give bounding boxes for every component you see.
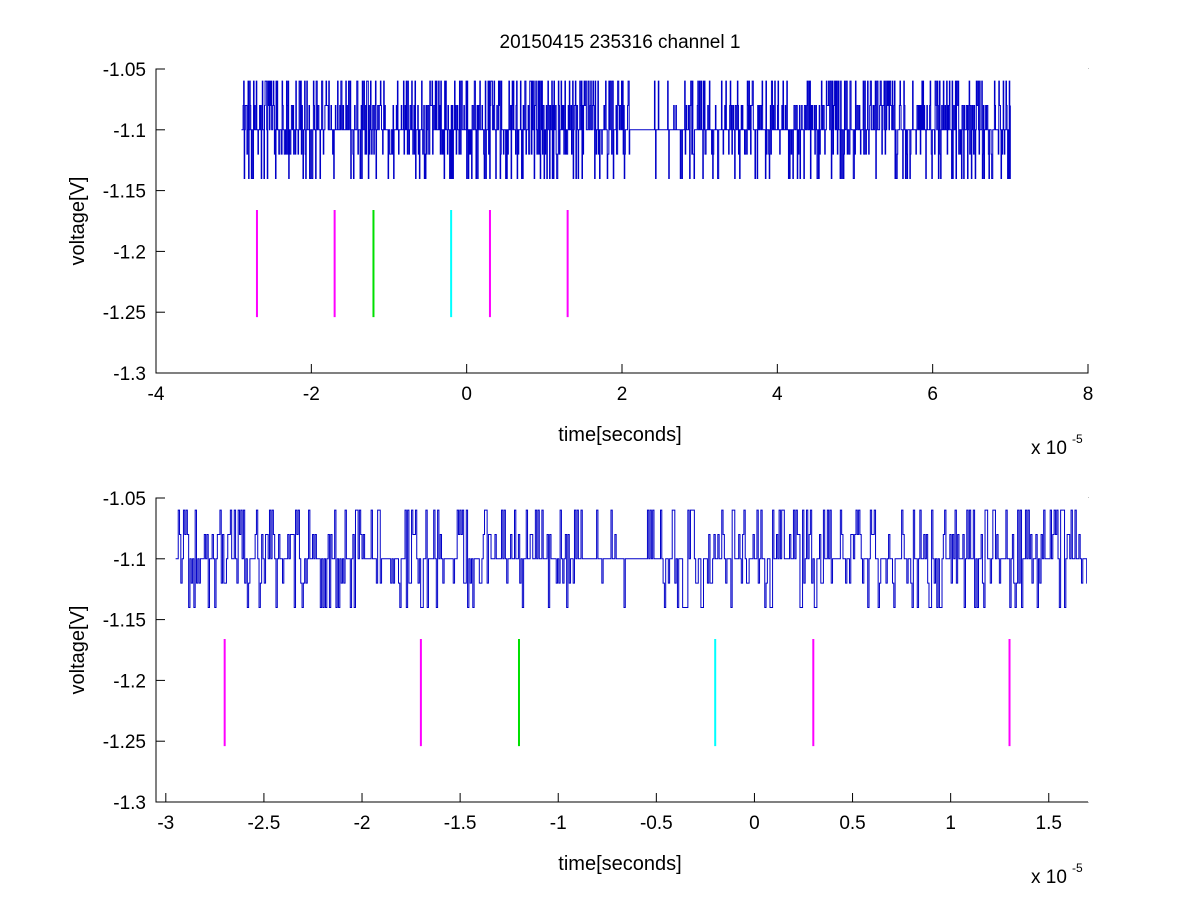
y-tick-label: -1.2: [113, 671, 146, 692]
y-axis-label: voltage[V]: [67, 606, 89, 695]
x-axis-label: time[seconds]: [558, 853, 681, 875]
top-axes: -4 -2 0 2 4 6 8 -1.05 -1.1 -1.15 -1.2 -1.25 -1.3 time…: [67, 60, 1093, 459]
x-tick-label: -2: [354, 813, 371, 834]
x-tick-label: -4: [148, 384, 165, 405]
x-tick-label: 8: [1083, 384, 1094, 405]
x-exponent-power: -5: [1072, 432, 1083, 446]
x-tick-label: -1.5: [444, 813, 477, 834]
x-tick-label: -3: [157, 813, 174, 834]
y-tick-label: -1.25: [103, 732, 146, 753]
figure-title: 20150415 235316 channel 1: [500, 32, 741, 53]
x-exponent-power: -5: [1072, 861, 1083, 875]
y-tick-label: -1.25: [103, 303, 146, 324]
x-tick-label: -2.5: [248, 813, 281, 834]
y-tick-label: -1.15: [103, 611, 146, 632]
x-tick-label: 0.5: [839, 813, 865, 834]
x-tick-label: 0: [749, 813, 760, 834]
y-axis-label: voltage[V]: [67, 177, 89, 266]
y-tick-label: -1.1: [113, 550, 146, 571]
x-axis-label: time[seconds]: [558, 424, 681, 446]
x-exponent-label: x 10: [1031, 438, 1067, 459]
x-tick-label: 0: [461, 384, 472, 405]
x-tick-label: -2: [303, 384, 320, 405]
y-tick-label: -1.3: [113, 364, 146, 385]
x-tick-label: 4: [772, 384, 783, 405]
x-exponent-label: x 10: [1031, 867, 1067, 888]
y-tick-label: -1.2: [113, 242, 146, 263]
x-tick-label: 1: [945, 813, 956, 834]
voltage-trace-line: [241, 80, 1011, 179]
y-tick-label: -1.1: [113, 121, 146, 142]
y-tick-label: -1.15: [103, 182, 146, 203]
x-tick-label: 2: [617, 384, 628, 405]
voltage-trace-line: [175, 509, 1089, 608]
x-tick-label: -1: [550, 813, 567, 834]
x-tick-label: 1.5: [1036, 813, 1062, 834]
bottom-axes: -3 -2.5 -2 -1.5 -1 -0.5 0 0.5 1 1.5 -1.05 -1.1 -1.15…: [67, 489, 1089, 888]
x-tick-label: -0.5: [640, 813, 673, 834]
x-tick-label: 6: [927, 384, 938, 405]
y-tick-label: -1.05: [103, 60, 146, 81]
y-tick-label: -1.05: [103, 489, 146, 510]
y-tick-label: -1.3: [113, 793, 146, 814]
